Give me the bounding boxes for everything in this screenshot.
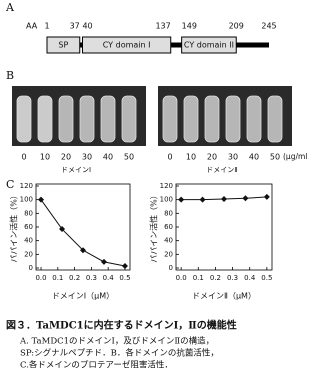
caption-line: C.各ドメインのプロテアーゼ阻害活性． bbox=[20, 360, 173, 368]
tube bbox=[204, 95, 220, 143]
panel-label: C bbox=[6, 178, 14, 191]
y-tick-label: 80 bbox=[164, 209, 173, 217]
tube bbox=[162, 95, 178, 143]
position-label: 137 bbox=[155, 22, 170, 31]
x-tick-label: 0.2 bbox=[69, 274, 80, 282]
domain-label: CY domain I bbox=[103, 41, 151, 50]
y-tick-label: 100 bbox=[20, 196, 33, 204]
data-point bbox=[199, 196, 206, 203]
concentration-label: 50 bbox=[124, 153, 134, 162]
tube bbox=[267, 95, 283, 143]
position-label: 1 bbox=[44, 22, 49, 31]
group-label: ドメインⅠ bbox=[61, 166, 91, 174]
figure: A AA B C 図３．TaMDC1に内在するドメインⅠ，Ⅱの機能性 SP CY … bbox=[5, 1, 308, 368]
domain-label: SP bbox=[58, 41, 68, 50]
y-tick-label: 0 bbox=[29, 264, 33, 272]
concentration-label: 10 bbox=[40, 153, 50, 162]
concentration-label: 40 bbox=[249, 153, 259, 162]
tube bbox=[100, 95, 116, 143]
concentration-label: 10 bbox=[186, 153, 196, 162]
tube bbox=[79, 95, 95, 143]
concentration-label: 20 bbox=[61, 153, 71, 162]
group-label: ドメインⅡ bbox=[206, 166, 237, 174]
x-tick-label: 0.1 bbox=[193, 274, 204, 282]
panel-label: B bbox=[6, 69, 14, 82]
position-label: 209 bbox=[229, 22, 244, 31]
data-point bbox=[121, 262, 128, 269]
position-label: 245 bbox=[261, 22, 276, 31]
concentration-label: 50 bbox=[270, 153, 280, 162]
concentration-label: 40 bbox=[103, 153, 113, 162]
tube bbox=[246, 95, 262, 143]
data-point bbox=[242, 195, 249, 202]
y-tick-label: 0 bbox=[169, 264, 173, 272]
plot-frame bbox=[35, 183, 131, 271]
x-tick-label: 0.3 bbox=[86, 274, 97, 282]
data-point bbox=[263, 193, 270, 200]
data-line bbox=[40, 199, 126, 267]
y-tick-label: 20 bbox=[24, 250, 33, 258]
x-tick-label: 0.1 bbox=[52, 274, 63, 282]
domain-box bbox=[181, 36, 237, 54]
tube bbox=[121, 95, 137, 143]
y-axis-title: パパイン活性（%） bbox=[149, 191, 159, 263]
domain-box bbox=[46, 36, 81, 54]
caption-line: A. TaMDC1のドメインⅠ，及びドメインⅡの構造， bbox=[19, 336, 214, 347]
position-label: 37 bbox=[70, 22, 80, 31]
data-point bbox=[100, 258, 107, 265]
position-label: 149 bbox=[182, 22, 197, 31]
data-point bbox=[221, 195, 227, 202]
y-tick-label: 120 bbox=[160, 182, 173, 190]
tube bbox=[16, 95, 32, 143]
x-tick-label: 0.2 bbox=[210, 274, 221, 282]
x-tick-label: 0.3 bbox=[227, 274, 238, 282]
concentration-label: 30 bbox=[228, 153, 238, 162]
concentration-label: 0 bbox=[167, 153, 172, 162]
x-tick-label: 0.4 bbox=[244, 274, 256, 282]
data-point bbox=[59, 226, 66, 233]
tube bbox=[37, 95, 53, 143]
position-label: 40 bbox=[82, 22, 92, 31]
caption-line: SP:シグナルペプチド．B．各ドメインの抗菌活性， bbox=[20, 348, 219, 359]
domain-box bbox=[81, 36, 172, 54]
x-tick-label: 0.4 bbox=[103, 274, 115, 282]
y-tick-label: 60 bbox=[24, 223, 33, 231]
tube bbox=[225, 95, 241, 143]
domain-label: CY domain II bbox=[184, 41, 234, 50]
y-tick-label: 120 bbox=[20, 182, 33, 190]
x-axis-title: ドメインⅠ（μM） bbox=[52, 292, 114, 301]
data-point bbox=[80, 247, 86, 254]
unit-label: (μg/ml) bbox=[283, 152, 308, 161]
x-axis-title: ドメインⅡ（μM） bbox=[192, 292, 256, 301]
y-axis-title: パパイン活性（%） bbox=[9, 191, 19, 263]
concentration-label: 0 bbox=[21, 153, 26, 162]
x-tick-label: 0.5 bbox=[261, 274, 272, 282]
y-tick-label: 40 bbox=[164, 237, 173, 245]
x-tick-label: 0.5 bbox=[119, 274, 130, 282]
data-point bbox=[178, 196, 185, 203]
y-tick-label: 100 bbox=[160, 196, 173, 204]
y-tick-label: 20 bbox=[164, 250, 173, 258]
tube bbox=[183, 95, 199, 143]
y-tick-label: 80 bbox=[24, 209, 33, 217]
caption-title: 図３．TaMDC1に内在するドメインⅠ，Ⅱの機能性 bbox=[6, 319, 237, 332]
x-tick-label: 0.0 bbox=[35, 274, 46, 282]
data-point bbox=[38, 196, 45, 203]
y-tick-label: 40 bbox=[24, 237, 33, 245]
tube bbox=[58, 95, 74, 143]
concentration-label: 30 bbox=[82, 153, 92, 162]
concentration-label: 20 bbox=[207, 153, 217, 162]
aa-label: AA bbox=[26, 22, 38, 31]
y-tick-label: 60 bbox=[164, 223, 173, 231]
x-tick-label: 0.0 bbox=[176, 274, 187, 282]
panel-label: A bbox=[5, 1, 15, 14]
